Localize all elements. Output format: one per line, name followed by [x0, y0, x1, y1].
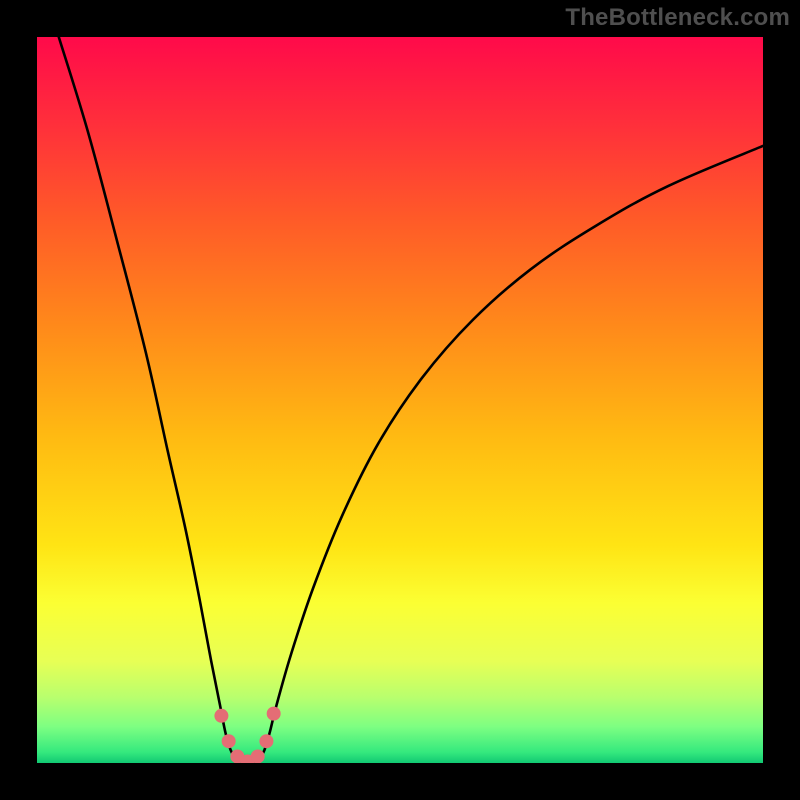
chart-svg — [0, 0, 800, 800]
marker-dot — [222, 735, 235, 748]
marker-dot — [267, 707, 280, 720]
marker-dot — [260, 735, 273, 748]
marker-dot — [251, 750, 264, 763]
marker-dot — [215, 709, 228, 722]
plot-gradient-background — [37, 37, 763, 763]
bottleneck-chart-canvas: TheBottleneck.com — [0, 0, 800, 800]
watermark-text: TheBottleneck.com — [565, 4, 790, 32]
